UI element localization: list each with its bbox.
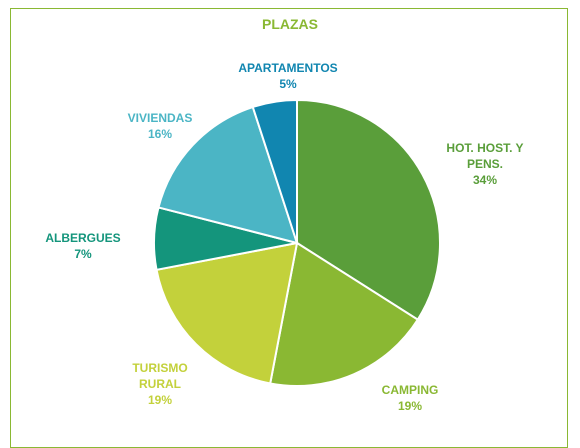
- category-label: TURISMO RURAL: [132, 361, 188, 391]
- value-label: 5%: [279, 77, 297, 91]
- category-label: VIVIENDAS: [127, 111, 193, 125]
- slice-label: ALBERGUES 7%: [33, 230, 133, 262]
- slice-label: CAMPING 19%: [360, 382, 460, 414]
- value-label: 19%: [147, 393, 173, 407]
- pie-slice: [157, 105, 299, 245]
- value-label: 34%: [472, 173, 498, 187]
- pie: [153, 98, 441, 387]
- slice-label: APARTAMENTOS 5%: [208, 60, 368, 92]
- category-label: APARTAMENTOS: [238, 61, 338, 75]
- slice-label: TURISMO RURAL 19%: [130, 360, 190, 408]
- chart: PLAZAS HOT. HOST. Y PENS. 34% CAMPING 19% TU…: [10, 8, 568, 448]
- pie-slice: [269, 241, 420, 387]
- chart-title: PLAZAS: [262, 16, 318, 32]
- slice-label: HOT. HOST. Y PENS. 34%: [430, 140, 540, 188]
- value-label: 19%: [397, 399, 423, 413]
- value-label: 16%: [147, 127, 173, 141]
- category-label: ALBERGUES: [45, 231, 121, 245]
- pie-slice: [251, 98, 298, 244]
- value-label: 7%: [74, 247, 92, 261]
- slice-label: VIVIENDAS 16%: [110, 110, 210, 142]
- category-label: HOT. HOST. Y PENS.: [446, 141, 524, 171]
- pie-slice: [155, 241, 299, 385]
- category-label: CAMPING: [381, 383, 439, 397]
